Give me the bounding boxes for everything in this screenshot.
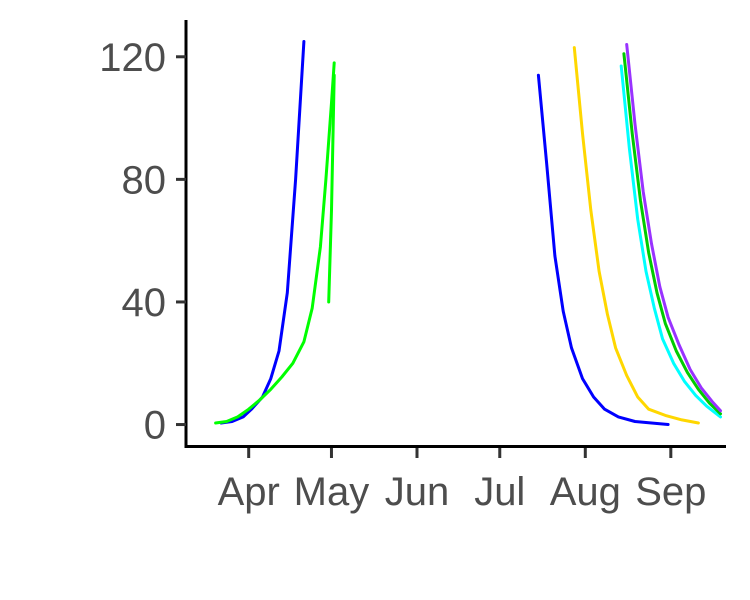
series-line-8: [625, 43, 722, 413]
x-tick-label: Apr: [218, 470, 280, 514]
series-line-3: [327, 73, 336, 304]
x-tick-label: Sep: [635, 470, 706, 514]
series-line-6: [619, 64, 722, 419]
series-line-1: [219, 40, 306, 425]
x-tick-label: Jul: [474, 470, 525, 514]
series-line-7: [622, 52, 722, 416]
x-tick-label: May: [294, 470, 370, 514]
series-line-4: [536, 73, 670, 426]
y-tick-label: 120: [99, 36, 166, 80]
x-tick-label: Jun: [385, 470, 450, 514]
series-layer: [214, 40, 722, 426]
y-tick-label: 80: [122, 158, 167, 202]
x-tick-label: Aug: [550, 470, 621, 514]
series-line-5: [572, 46, 700, 425]
y-ticks: 0 40 80 120: [99, 36, 186, 448]
series-line-2: [214, 61, 336, 425]
y-tick-label: 40: [122, 281, 167, 325]
x-ticks: Apr May Jun Jul Aug Sep: [218, 448, 706, 514]
y-tick-label: 0: [144, 404, 166, 448]
